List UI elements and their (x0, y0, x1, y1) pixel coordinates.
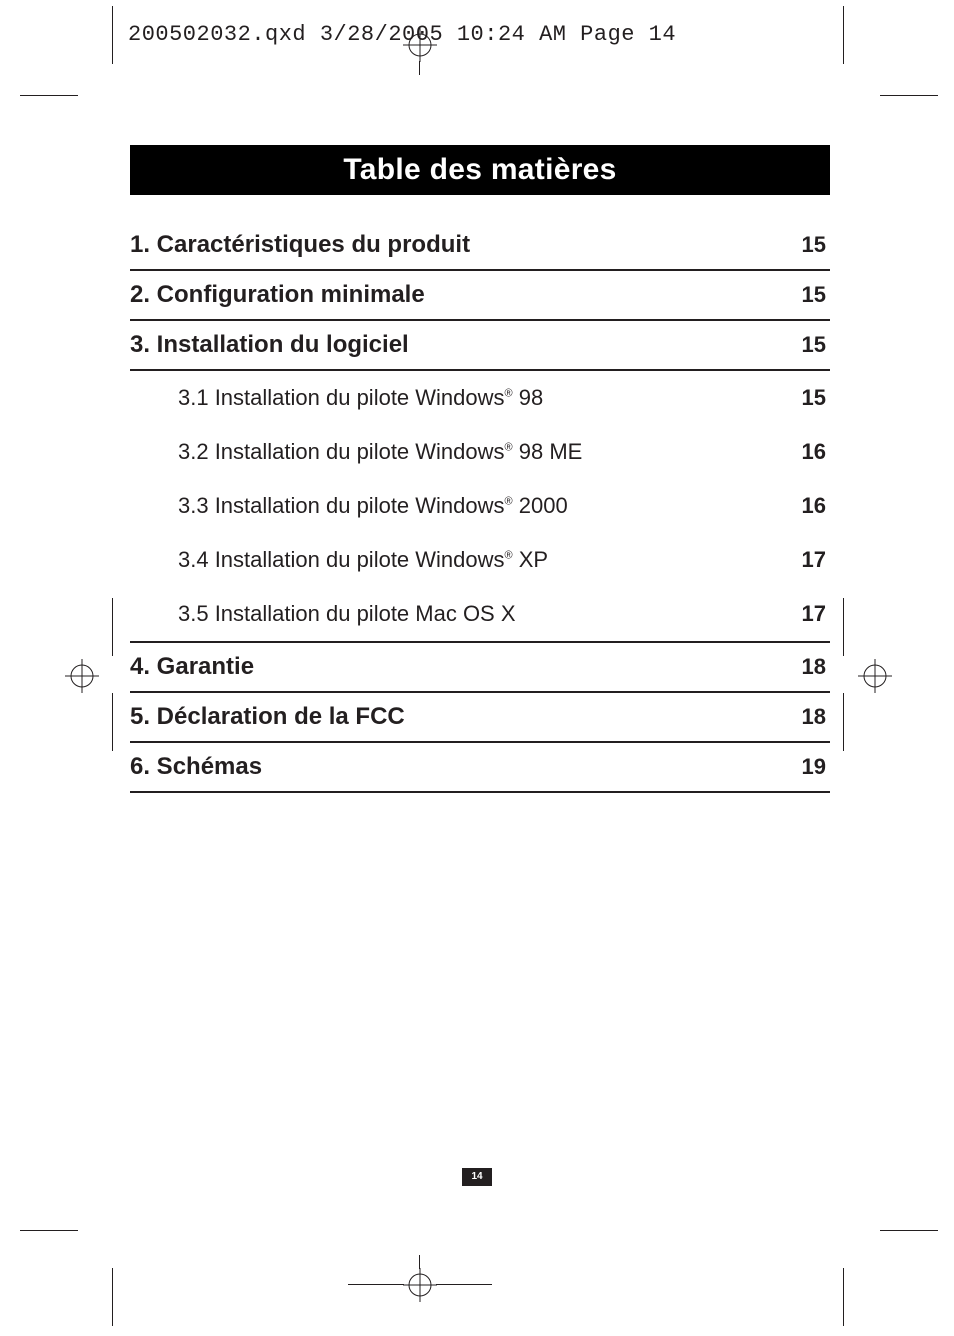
toc-subentry: 3.1 Installation du pilote Windows® 98 1… (130, 371, 830, 425)
toc-page: 18 (802, 654, 826, 680)
table-of-contents: 1. Caractéristiques du produit 15 2. Con… (130, 221, 830, 793)
toc-entry: 1. Caractéristiques du produit 15 (130, 221, 830, 271)
toc-label-text: 3.2 Installation du pilote Windows (178, 439, 505, 464)
toc-subentry: 3.4 Installation du pilote Windows® XP 1… (130, 533, 830, 587)
crop-line (880, 95, 938, 96)
toc-label: 1. Caractéristiques du produit (130, 231, 470, 259)
toc-label-text: 3.4 Installation du pilote Windows (178, 547, 505, 572)
toc-page: 17 (802, 601, 826, 627)
toc-label: 3. Installation du logiciel (130, 331, 409, 359)
toc-label: 3.4 Installation du pilote Windows® XP (178, 547, 548, 573)
registered-mark: ® (505, 442, 513, 454)
registered-mark: ® (505, 496, 513, 508)
registration-mark-right (858, 659, 892, 693)
toc-subentry: 3.5 Installation du pilote Mac OS X 17 (130, 587, 830, 643)
toc-subentry: 3.2 Installation du pilote Windows® 98 M… (130, 425, 830, 479)
registration-mark-left (65, 659, 99, 693)
crop-line (843, 6, 844, 64)
toc-page: 19 (802, 754, 826, 780)
toc-page: 15 (802, 385, 826, 411)
crop-line (419, 61, 420, 75)
toc-entry: 4. Garantie 18 (130, 643, 830, 693)
toc-label-suffix: 98 ME (513, 439, 583, 464)
registration-mark-bottom (403, 1268, 437, 1302)
toc-label-text: 3.3 Installation du pilote Windows (178, 493, 505, 518)
crop-line (843, 1268, 844, 1326)
page-title: Table des matières (130, 145, 830, 195)
crop-line (436, 1284, 492, 1285)
toc-label: 3.2 Installation du pilote Windows® 98 M… (178, 439, 582, 465)
toc-label: 3.5 Installation du pilote Mac OS X (178, 601, 516, 627)
toc-entry: 2. Configuration minimale 15 (130, 271, 830, 321)
toc-label-suffix: 2000 (513, 493, 568, 518)
crop-line (348, 1284, 404, 1285)
toc-page: 16 (802, 493, 826, 519)
registered-mark: ® (505, 550, 513, 562)
crop-line (112, 598, 113, 656)
toc-page: 16 (802, 439, 826, 465)
toc-page: 15 (802, 332, 826, 358)
toc-entry: 5. Déclaration de la FCC 18 (130, 693, 830, 743)
toc-label: 5. Déclaration de la FCC (130, 703, 405, 731)
page-content: Table des matières 1. Caractéristiques d… (130, 145, 830, 793)
toc-label: 4. Garantie (130, 653, 254, 681)
crop-line (112, 693, 113, 751)
registered-mark: ® (505, 388, 513, 400)
toc-page: 17 (802, 547, 826, 573)
toc-page: 15 (802, 282, 826, 308)
toc-page: 15 (802, 232, 826, 258)
crop-line (880, 1230, 938, 1231)
crop-line (843, 598, 844, 656)
toc-label-suffix: 98 (513, 385, 544, 410)
toc-label: 3.3 Installation du pilote Windows® 2000 (178, 493, 568, 519)
toc-label: 6. Schémas (130, 753, 262, 781)
crop-line (112, 1268, 113, 1326)
crop-line (20, 95, 78, 96)
toc-label: 3.1 Installation du pilote Windows® 98 (178, 385, 543, 411)
toc-label-text: 3.1 Installation du pilote Windows (178, 385, 505, 410)
crop-line (20, 1230, 78, 1231)
toc-page: 18 (802, 704, 826, 730)
crop-line (112, 6, 113, 64)
crop-line (419, 1255, 420, 1269)
toc-label-suffix: XP (513, 547, 548, 572)
toc-subentry: 3.3 Installation du pilote Windows® 2000… (130, 479, 830, 533)
page-number: 14 (462, 1168, 492, 1186)
registration-mark-top (403, 28, 437, 62)
toc-entry: 3. Installation du logiciel 15 (130, 321, 830, 371)
toc-label: 2. Configuration minimale (130, 281, 425, 309)
crop-line (843, 693, 844, 751)
toc-entry: 6. Schémas 19 (130, 743, 830, 793)
